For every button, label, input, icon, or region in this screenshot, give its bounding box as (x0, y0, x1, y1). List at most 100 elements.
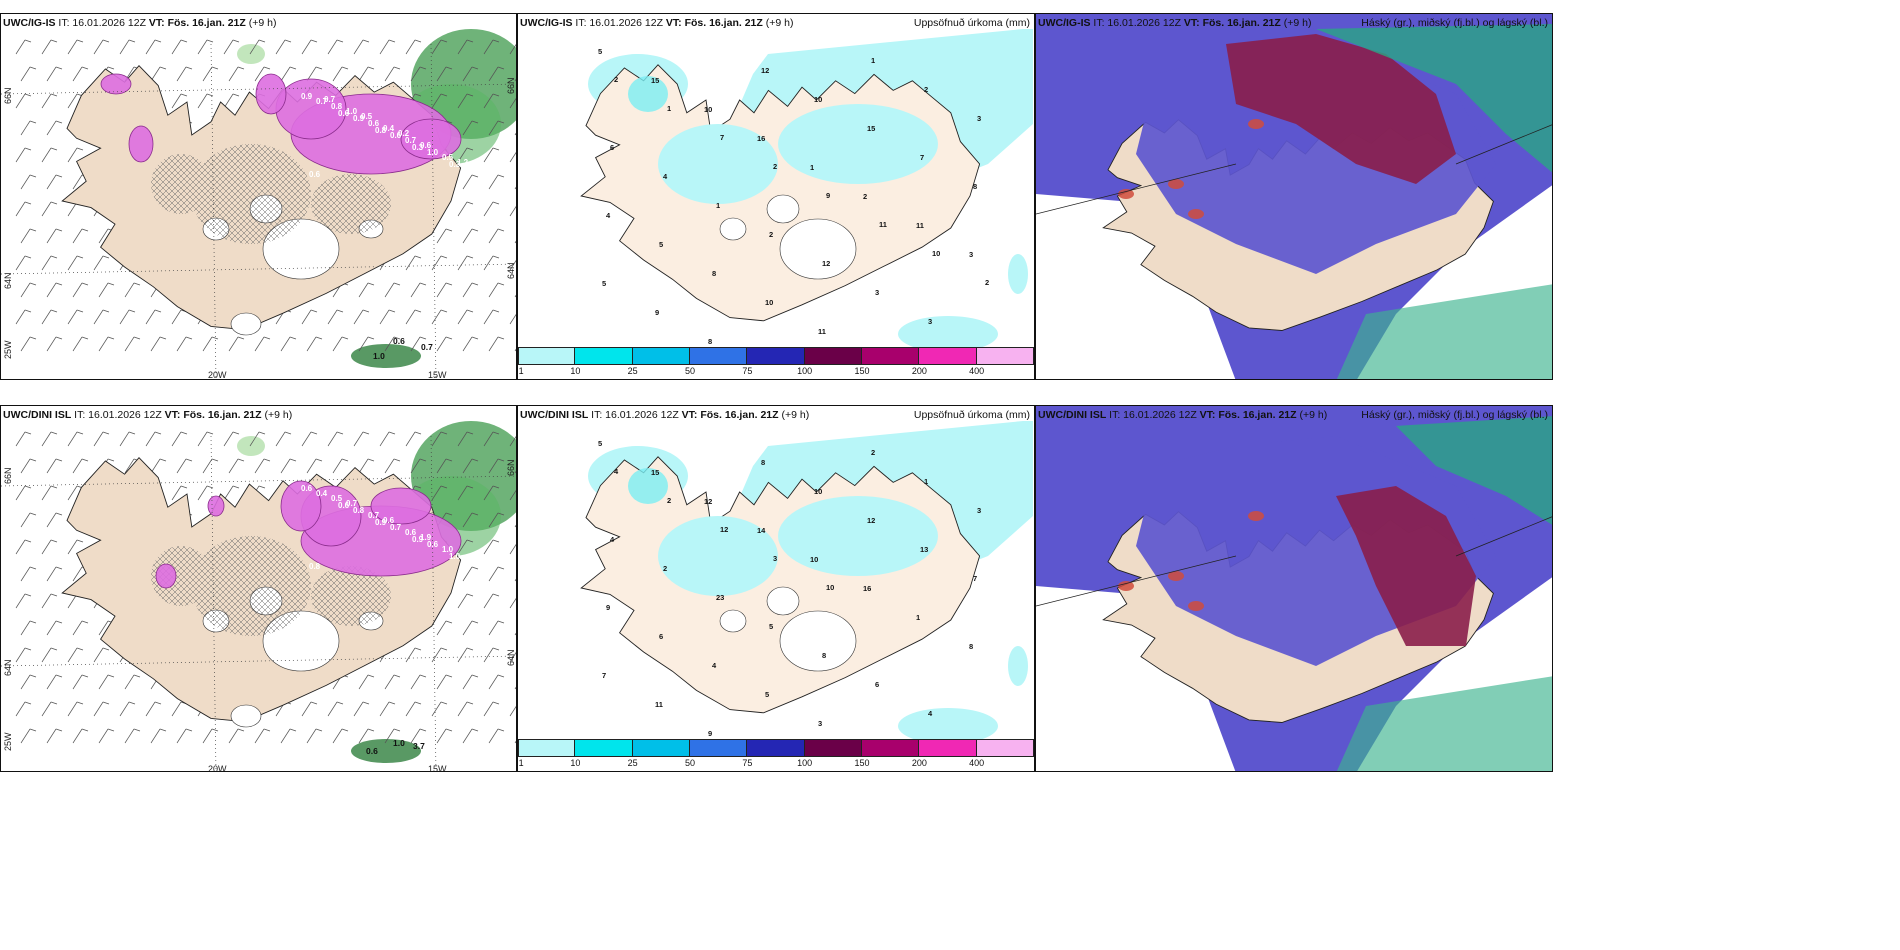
wind-barb (509, 544, 516, 555)
colorbar-tick-label: 150 (854, 366, 870, 376)
wind-barb (462, 512, 479, 528)
wind-barb (358, 336, 375, 352)
map-value-label: 0.6 (309, 170, 321, 179)
map-value-label: 13 (920, 545, 928, 554)
low-cloud-cell (1118, 581, 1134, 591)
map-value-label: 1 (871, 56, 875, 65)
wind-barb (509, 598, 516, 609)
wind-barb (483, 485, 500, 501)
wind-barb (41, 309, 58, 325)
map-value-label: 1.0 (393, 738, 405, 748)
colorbar-tick-label: 50 (684, 366, 696, 376)
map-value-label: 5 (765, 690, 769, 699)
map-value-label: 1.9 (420, 533, 432, 542)
wind-barb (67, 147, 84, 163)
wind-barb (202, 728, 219, 744)
wind-barb (509, 706, 516, 717)
wind-barb (457, 431, 474, 447)
lat-label-64n-right: 64N (506, 649, 516, 666)
hatch-area (191, 536, 311, 636)
lon-label-20w: 20W (208, 370, 227, 380)
wind-barb (176, 458, 193, 474)
wind-barb (462, 566, 479, 582)
map-value-label: 12 (761, 66, 769, 75)
precip-area (778, 104, 938, 184)
wind-barb (72, 728, 89, 744)
wind-barb (353, 39, 370, 55)
grid-line (210, 43, 217, 379)
wind-barb (228, 336, 245, 352)
map-value-label: 6 (875, 680, 879, 689)
map-value-label: 5 (602, 279, 606, 288)
map-value-label: 0.6 (368, 119, 380, 128)
wind-barb (384, 336, 401, 352)
wind-barb (488, 458, 505, 474)
lon-label-15w: 15W (428, 370, 447, 380)
wind-barb (228, 458, 245, 474)
wind-barb (457, 93, 474, 109)
wind-barb (327, 309, 344, 325)
wind-barb (67, 701, 84, 717)
panel-title: UWC/IG-IS IT: 16.01.2026 12Z VT: Fös. 16… (1038, 17, 1312, 29)
wind-barb (145, 701, 162, 717)
green-precip-area (351, 344, 421, 368)
map-a3 (1036, 14, 1552, 379)
map-value-label: 8 (973, 182, 977, 191)
high-cloud (1336, 486, 1476, 646)
map-value-label: 15 (651, 76, 659, 85)
colorbar-segment (804, 347, 862, 365)
panel-right-label: Háský (gr.), miðský (fj.bl.) og lágský (… (1361, 409, 1548, 421)
wind-barb (275, 39, 292, 55)
wind-barb (67, 539, 84, 555)
wind-barb (46, 66, 63, 82)
wind-barb (15, 593, 32, 609)
wind-barb (353, 701, 370, 717)
wind-barb (176, 66, 193, 82)
wind-barb (384, 728, 401, 744)
map-value-label: 1 (916, 613, 920, 622)
map-value-label: 0.9 (464, 557, 476, 566)
wind-barb (358, 458, 375, 474)
wind-barb (488, 620, 505, 636)
wind-barb (384, 282, 401, 298)
snow-area (128, 125, 154, 163)
map-value-label: 3 (928, 317, 932, 326)
wind-barb (15, 539, 32, 555)
precip-area (628, 468, 668, 504)
wind-barb (20, 336, 37, 352)
map-value-label: 0.8 (331, 102, 343, 111)
wind-barb (405, 39, 422, 55)
map-value-label: 10 (810, 555, 818, 564)
wind-barb (72, 336, 89, 352)
map-value-label: 8 (712, 269, 716, 278)
wind-barb (67, 255, 84, 271)
wind-barb (15, 701, 32, 717)
map-value-label: 0.7 (316, 97, 328, 106)
colorbar-segment (919, 739, 977, 757)
wind-barb (93, 647, 110, 663)
wind-barb (405, 647, 422, 663)
map-value-label: 7 (973, 574, 977, 583)
glacier (766, 586, 800, 616)
low-cloud-cell (1168, 571, 1184, 581)
wind-barb (488, 674, 505, 690)
wind-barb (436, 728, 453, 744)
clear-sky (1036, 194, 1236, 379)
wind-barb (171, 93, 188, 109)
wind-barb (150, 458, 167, 474)
map-value-label: 0.7 (405, 136, 417, 145)
wind-barb (171, 485, 188, 501)
snow-area (400, 118, 462, 160)
wind-barb (457, 593, 474, 609)
wind-barb (41, 93, 58, 109)
wind-barb (249, 39, 266, 55)
map-value-label: 1.0 (427, 148, 439, 157)
map-value-label: 12 (720, 525, 728, 534)
colorbar-segment (632, 739, 690, 757)
map-a2: 5151016121135981210157845810111236412123… (518, 14, 1034, 379)
map-value-label: 8 (761, 458, 765, 467)
wind-barb (20, 728, 37, 744)
map-value-label: 0.7 (390, 523, 402, 532)
map-value-label: 0.5 (361, 112, 373, 121)
wind-barb (509, 652, 516, 663)
